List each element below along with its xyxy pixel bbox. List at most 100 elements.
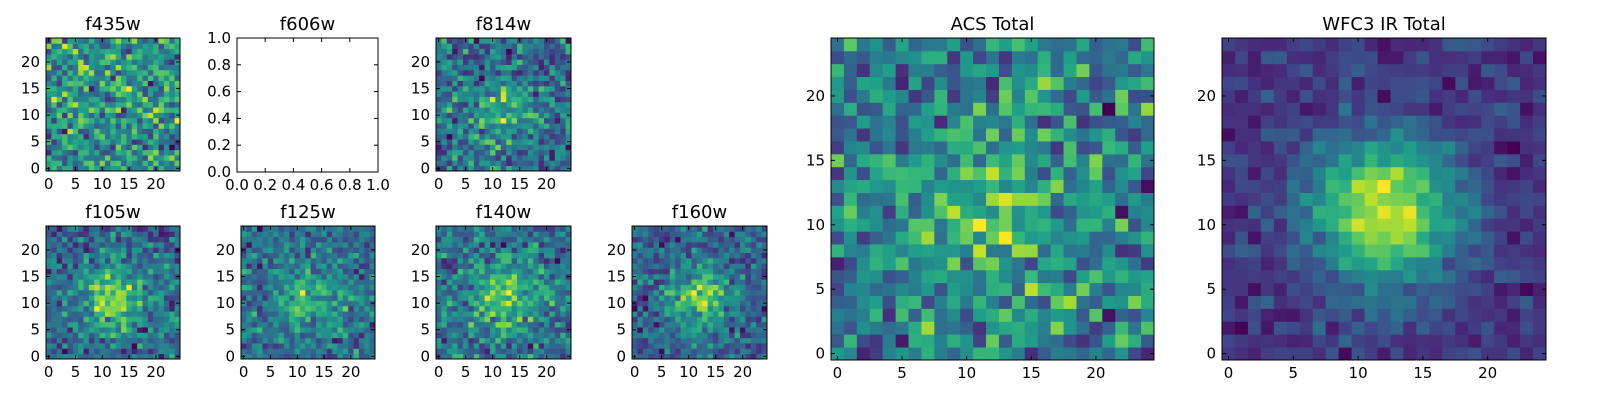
y-tick-label: 10 <box>411 294 430 312</box>
heatmap-cell <box>1115 347 1129 361</box>
heatmap-cell <box>251 273 258 280</box>
heatmap-cell <box>490 53 496 60</box>
heatmap-cell <box>94 316 100 323</box>
heatmap-cell <box>174 101 181 108</box>
heatmap-cell <box>131 139 138 145</box>
heatmap-cell <box>500 284 507 291</box>
heatmap-cell <box>358 231 365 238</box>
heatmap-cell <box>495 96 502 103</box>
heatmap-cell <box>110 48 117 55</box>
heatmap-cell <box>729 327 735 333</box>
heatmap-cell <box>843 76 858 90</box>
heatmap-cell <box>1455 218 1469 232</box>
heatmap-cell <box>659 327 665 333</box>
heatmap-cell <box>273 289 279 296</box>
heatmap-cell <box>632 305 638 312</box>
heatmap-cell <box>1050 282 1064 296</box>
heatmap-cell <box>527 117 534 124</box>
heatmap-cell <box>369 279 376 285</box>
heatmap-cell <box>843 89 858 103</box>
heatmap-cell <box>104 236 111 243</box>
heatmap-cell <box>142 91 149 97</box>
heatmap-cell <box>538 133 545 140</box>
heatmap-cell <box>549 321 556 328</box>
heatmap-cell <box>522 316 529 323</box>
heatmap-cell <box>554 332 561 339</box>
heatmap-cell <box>441 348 448 355</box>
heatmap-cell <box>908 205 922 219</box>
heatmap-cell <box>702 348 708 355</box>
heatmap-cell <box>560 128 566 135</box>
heatmap-cell <box>163 263 170 269</box>
heatmap-cell <box>299 337 306 344</box>
heatmap-cell <box>46 279 52 285</box>
heatmap-cell <box>533 43 539 50</box>
heatmap-cell <box>457 247 464 253</box>
heatmap-cell <box>72 300 79 307</box>
heatmap-cell <box>882 231 896 245</box>
heatmap-cell <box>251 231 258 238</box>
heatmap-cell <box>115 48 122 55</box>
heatmap-cell <box>137 316 143 323</box>
heatmap-cell <box>267 337 274 344</box>
heatmap-cell <box>310 311 317 317</box>
heatmap-cell <box>142 343 149 349</box>
heatmap-cell <box>163 316 170 323</box>
axes-frame <box>45 37 181 172</box>
heatmap-cell <box>1325 256 1340 271</box>
heatmap-cell <box>895 321 909 335</box>
heatmap-cell <box>468 236 475 243</box>
heatmap-cell <box>83 112 90 119</box>
heatmap-cell <box>137 133 143 140</box>
heatmap-cell <box>348 332 354 339</box>
heatmap-cell <box>278 305 285 312</box>
heatmap-cell <box>653 316 660 323</box>
heatmap-cell <box>174 91 181 97</box>
heatmap-cell <box>565 257 572 264</box>
heatmap-cell <box>457 332 464 339</box>
heatmap-cell <box>707 263 714 269</box>
heatmap-cell <box>908 50 922 65</box>
heatmap-cell <box>500 300 507 307</box>
heatmap-cell <box>1050 205 1064 219</box>
heatmap-cell <box>1011 89 1026 103</box>
heatmap-cell <box>62 289 68 296</box>
y-tick-label: 0 <box>815 345 825 363</box>
heatmap-cell <box>479 279 485 285</box>
heatmap-cell <box>1076 128 1090 142</box>
y-tick-label: 5 <box>420 321 430 339</box>
heatmap-cell <box>104 268 111 275</box>
heatmap-cell <box>659 252 665 259</box>
heatmap-cell <box>126 53 133 60</box>
heatmap-cell <box>986 179 1000 193</box>
heatmap-cell <box>675 321 681 328</box>
heatmap-cell <box>702 289 708 296</box>
heatmap-cell <box>1037 179 1052 193</box>
heatmap-cell <box>549 226 556 232</box>
heatmap-cell <box>1286 282 1301 296</box>
heatmap-cell <box>99 279 106 285</box>
heatmap-cell <box>511 59 518 65</box>
heatmap-cell <box>484 123 491 129</box>
heatmap-cell <box>554 96 561 103</box>
heatmap-cell <box>267 257 274 264</box>
heatmap-cell <box>960 76 974 90</box>
heatmap-cell <box>364 273 371 280</box>
heatmap-cell <box>115 117 122 124</box>
heatmap-cell <box>353 263 360 269</box>
heatmap-cell <box>960 308 974 322</box>
heatmap-cell <box>104 273 111 280</box>
heatmap-cell <box>369 241 376 248</box>
heatmap-cell <box>484 43 491 50</box>
heatmap-cell <box>251 332 258 339</box>
heatmap-cell <box>495 133 502 140</box>
heatmap-cell <box>522 96 529 103</box>
heatmap-cell <box>1286 334 1301 348</box>
heatmap-cell <box>484 268 491 275</box>
heatmap-cell <box>869 244 884 258</box>
heatmap-cell <box>137 38 143 44</box>
heatmap-cell <box>1011 205 1026 219</box>
heatmap-cell <box>533 123 539 129</box>
heatmap-cell <box>94 226 100 232</box>
